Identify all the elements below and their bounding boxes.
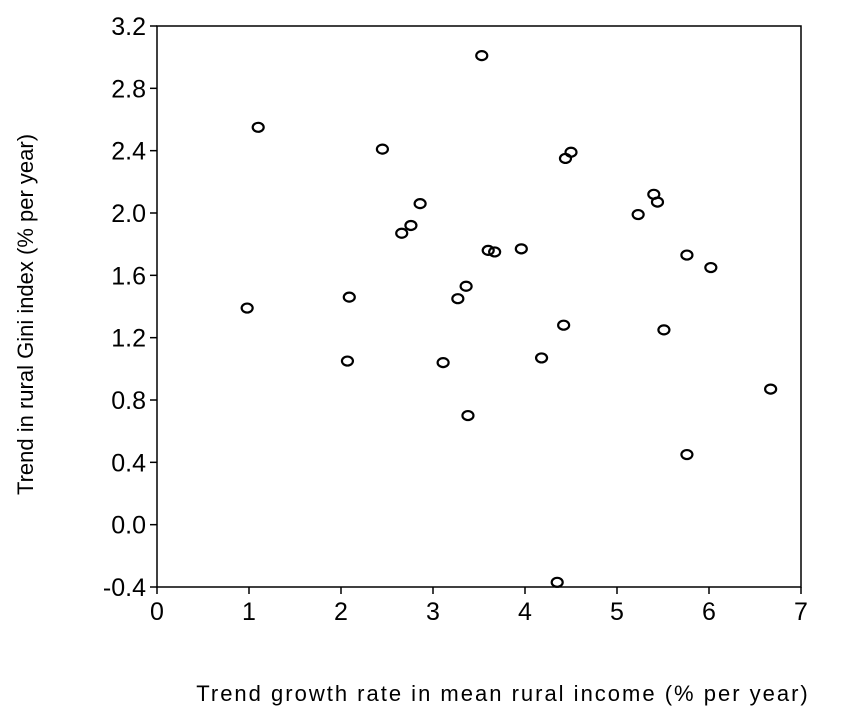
x-tick-label: 2 xyxy=(334,598,348,626)
y-tick-label: -0.4 xyxy=(103,574,146,602)
data-point xyxy=(404,219,418,232)
x-tick-label: 0 xyxy=(150,598,164,626)
y-axis-title: Trend in rural Gini index (% per year) xyxy=(13,134,38,495)
data-point xyxy=(534,352,549,364)
data-point xyxy=(631,208,645,221)
x-tick-label: 6 xyxy=(702,598,716,626)
y-tick-label: 0.4 xyxy=(111,449,146,477)
data-points xyxy=(240,50,778,588)
y-tick-label: 2.0 xyxy=(111,200,146,228)
y-tick-label: 1.2 xyxy=(111,325,146,353)
data-point xyxy=(764,383,778,395)
data-point xyxy=(342,291,356,303)
y-tick-label: 1.6 xyxy=(111,262,146,290)
plot-area xyxy=(156,25,802,588)
data-point xyxy=(650,196,665,208)
data-point xyxy=(564,146,578,158)
data-point xyxy=(704,261,718,274)
plot-frame xyxy=(156,25,802,588)
data-point xyxy=(680,448,694,461)
data-point xyxy=(557,319,571,331)
x-tick-label: 1 xyxy=(242,598,256,626)
data-point xyxy=(459,280,473,292)
y-tick-label: 0.0 xyxy=(111,512,146,540)
data-point xyxy=(375,143,389,155)
data-point xyxy=(340,355,355,367)
data-point xyxy=(657,324,671,336)
data-point xyxy=(395,227,409,239)
data-point xyxy=(550,576,564,588)
y-axis-ticks: -0.4 0.0 0.4 0.8 1.2 1.6 2.0 2.4 2.8 3.2 xyxy=(103,13,157,602)
x-tick-label: 4 xyxy=(518,598,532,626)
data-point xyxy=(514,243,528,255)
y-tick-label: 2.8 xyxy=(111,75,146,103)
data-point xyxy=(451,293,465,305)
data-point xyxy=(461,409,475,422)
y-tick-label: 0.8 xyxy=(111,387,146,415)
data-point xyxy=(475,50,489,62)
data-point xyxy=(680,249,694,261)
x-tick-label: 5 xyxy=(610,598,624,626)
x-axis-title: Trend growth rate in mean rural income (… xyxy=(196,681,810,706)
x-tick-label: 7 xyxy=(794,598,808,626)
x-axis-ticks: 0 1 2 3 4 5 6 7 xyxy=(150,587,808,626)
x-tick-label: 3 xyxy=(426,598,440,626)
y-tick-label: 3.2 xyxy=(111,13,146,41)
data-point xyxy=(436,357,450,369)
data-point xyxy=(488,246,502,258)
data-point xyxy=(251,121,265,133)
data-point xyxy=(240,302,254,314)
data-point xyxy=(481,244,495,256)
data-point xyxy=(413,198,427,210)
y-tick-label: 2.4 xyxy=(111,138,146,166)
